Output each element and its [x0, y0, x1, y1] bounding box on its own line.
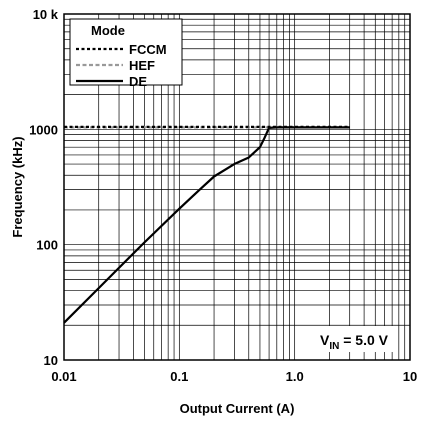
- x-tick-label: 0.1: [170, 369, 188, 384]
- y-tick-label: 100: [36, 238, 58, 253]
- x-tick-label: 0.01: [51, 369, 76, 384]
- y-tick-label: 10 k: [33, 7, 59, 22]
- y-axis-title: Frequency (kHz): [10, 136, 25, 237]
- x-axis-title: Output Current (A): [180, 401, 295, 416]
- vin-annotation-sub: IN: [329, 341, 339, 352]
- series-line-de: [63, 126, 350, 324]
- legend-box: [69, 18, 183, 86]
- legend-title: Mode: [91, 23, 125, 38]
- series-layer: [63, 125, 350, 324]
- ticks-layer: 0.01 0.1 1.0 10 10 100 1000 10 k: [29, 7, 417, 384]
- vin-annotation-text: VIN = 5.0 V: [320, 332, 389, 352]
- x-tick-label: 1.0: [286, 369, 304, 384]
- legend-label-fccm: FCCM: [129, 42, 167, 57]
- y-tick-label: 10: [44, 353, 58, 368]
- vin-annotation: VIN = 5.0 V: [310, 326, 396, 352]
- annotation-box: [310, 326, 396, 352]
- legend-label-de: DE: [129, 74, 147, 89]
- vin-annotation-rest: = 5.0 V: [339, 332, 388, 348]
- legend-label-hef: HEF: [129, 58, 155, 73]
- vin-annotation-main: V: [320, 332, 330, 348]
- plot-frame: [63, 13, 411, 361]
- y-tick-label: 1000: [29, 122, 58, 137]
- x-tick-label: 10: [403, 369, 417, 384]
